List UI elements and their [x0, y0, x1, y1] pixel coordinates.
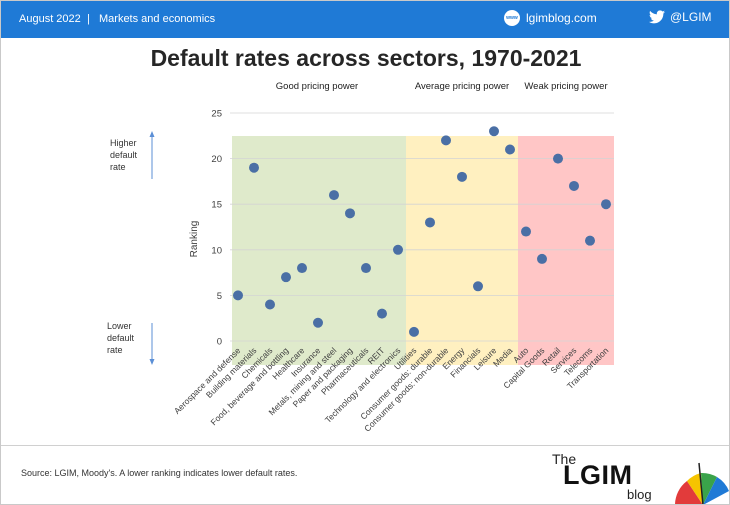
- region-band: [406, 136, 518, 365]
- twitter-link[interactable]: @LGIM: [649, 10, 712, 24]
- higher-label-line: rate: [110, 162, 126, 172]
- data-point: [553, 153, 563, 164]
- region-label: Average pricing power: [415, 81, 509, 92]
- higher-arrow: [149, 131, 155, 179]
- source-note: Source: LGIM, Moody's. A lower ranking i…: [21, 468, 298, 478]
- data-point: [313, 317, 323, 328]
- data-point: [393, 244, 403, 255]
- y-tick-label: 20: [211, 154, 222, 165]
- y-tick-label: 10: [211, 245, 222, 256]
- region-label: Weak pricing power: [524, 81, 607, 92]
- data-point: [521, 226, 531, 237]
- data-point: [265, 299, 275, 310]
- higher-label-line: default: [110, 150, 138, 160]
- twitter-handle: @LGIM: [670, 10, 712, 24]
- data-point: [409, 326, 419, 337]
- data-point: [601, 199, 611, 210]
- data-point: [361, 263, 371, 274]
- y-tick-label: 0: [217, 337, 222, 348]
- region-label: Good pricing power: [276, 81, 358, 92]
- data-point: [473, 281, 483, 292]
- website-link[interactable]: www lgimblog.com: [504, 10, 597, 26]
- data-point: [377, 308, 387, 319]
- website-label: lgimblog.com: [526, 11, 597, 25]
- data-point: [425, 217, 435, 228]
- y-tick-label: 25: [211, 109, 222, 120]
- lower-default-rate-label: Lower default rate: [107, 320, 134, 356]
- data-point: [489, 126, 499, 137]
- twitter-icon: [649, 10, 665, 24]
- data-point: [233, 290, 243, 301]
- higher-default-rate-label: Higher default rate: [110, 137, 137, 173]
- lower-label-line: default: [107, 333, 135, 343]
- footer-divider: [1, 445, 729, 446]
- data-point: [281, 272, 291, 283]
- data-point: [585, 235, 595, 246]
- data-point: [297, 263, 307, 274]
- header-date: August 2022: [19, 13, 81, 25]
- data-point: [457, 171, 467, 182]
- region-band: [518, 136, 614, 365]
- y-tick-label: 15: [211, 200, 222, 211]
- lgim-blog-logo: The LGIM blog: [549, 449, 729, 504]
- logo-blog: blog: [627, 487, 652, 502]
- logo-main: LGIM: [563, 460, 633, 490]
- data-point: [249, 162, 259, 173]
- data-point: [569, 180, 579, 191]
- data-point: [537, 253, 547, 264]
- lower-label-line: Lower: [107, 321, 132, 331]
- globe-icon: www: [504, 10, 520, 26]
- higher-label-line: Higher: [110, 138, 137, 148]
- chart-title: Default rates across sectors, 1970-2021: [150, 45, 582, 71]
- lower-arrow: [149, 323, 155, 365]
- header-section-link[interactable]: Markets and economics: [99, 13, 216, 25]
- umbrella-icon: [675, 462, 729, 504]
- data-point: [329, 190, 339, 201]
- data-point: [345, 208, 355, 219]
- scatter-chart: 0 5 10 15 20 25 Good pricing power Average pri…: [149, 81, 614, 434]
- logo-the: The: [552, 451, 577, 467]
- data-point: [441, 135, 451, 146]
- data-point: [505, 144, 515, 155]
- header-bar: August 2022 | Markets and economics www …: [1, 1, 729, 38]
- y-tick-label: 5: [217, 291, 222, 302]
- lower-label-line: rate: [107, 345, 123, 355]
- y-axis-label: Ranking: [189, 221, 200, 258]
- header-separator: |: [87, 13, 90, 25]
